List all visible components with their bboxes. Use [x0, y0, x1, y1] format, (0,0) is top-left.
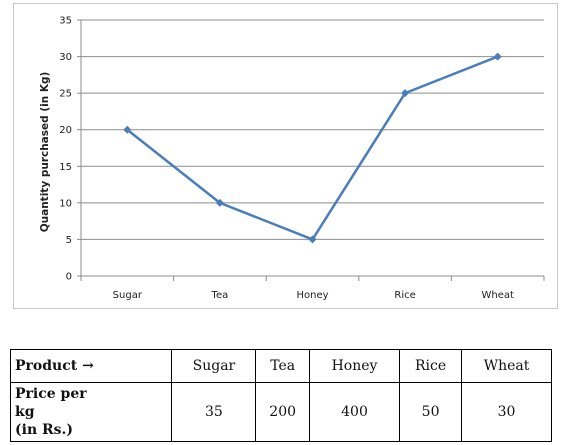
y-axis-title: Quantity purchased (in Kg) [39, 72, 51, 233]
y-tick-label: 0 [66, 272, 72, 283]
data-point-marker [215, 198, 224, 207]
data-point-marker [123, 125, 132, 134]
series-line [126, 55, 499, 241]
price-cell: 400 [308, 382, 401, 442]
quantity-line-chart: 0 5 10 15 20 25 30 35 Sugar Tea Honey Rice Wheat Quan… [39, 16, 545, 301]
table-price-row: Price per kg (in Rs.) 35 200 400 50 30 [9, 382, 552, 442]
product-cell: Rice [399, 349, 463, 383]
product-header-cell: Product → [9, 349, 173, 383]
product-cell: Sugar [171, 349, 257, 383]
product-cell: Honey [308, 349, 401, 383]
data-point-marker [308, 235, 317, 244]
price-table: Product → Sugar Tea Honey Rice Wheat Pri… [9, 349, 552, 442]
y-tick-label: 15 [59, 162, 72, 173]
data-point-marker [401, 89, 410, 98]
price-header-line: Price per [15, 386, 87, 402]
product-cell: Wheat [461, 349, 552, 383]
price-cell: 35 [171, 382, 257, 442]
y-tick-label: 5 [66, 235, 72, 246]
table-header-row: Product → Sugar Tea Honey Rice Wheat [9, 349, 552, 383]
price-header-line: kg [15, 404, 35, 420]
y-tick-label: 25 [59, 89, 72, 100]
y-tick-label: 10 [59, 198, 72, 209]
price-cell: 200 [255, 382, 310, 442]
data-point-marker [493, 52, 502, 61]
x-tick-label: Tea [211, 290, 229, 301]
x-tick-label: Sugar [113, 290, 143, 301]
y-tick-label: 35 [59, 16, 72, 27]
price-cell: 50 [399, 382, 463, 442]
product-cell: Tea [255, 349, 310, 383]
x-tick-label: Honey [296, 290, 328, 301]
x-tick-label: Wheat [481, 290, 514, 301]
price-header-line: (in Rs.) [15, 422, 74, 438]
y-tick-label: 30 [59, 52, 72, 63]
price-cell: 30 [461, 382, 552, 442]
chart-frame: 0 5 10 15 20 25 30 35 Sugar Tea Honey Rice Wheat Quan… [13, 3, 558, 309]
y-tick-label: 20 [59, 125, 72, 136]
price-header-cell: Price per kg (in Rs.) [9, 382, 173, 442]
x-tick-label: Rice [394, 290, 415, 301]
